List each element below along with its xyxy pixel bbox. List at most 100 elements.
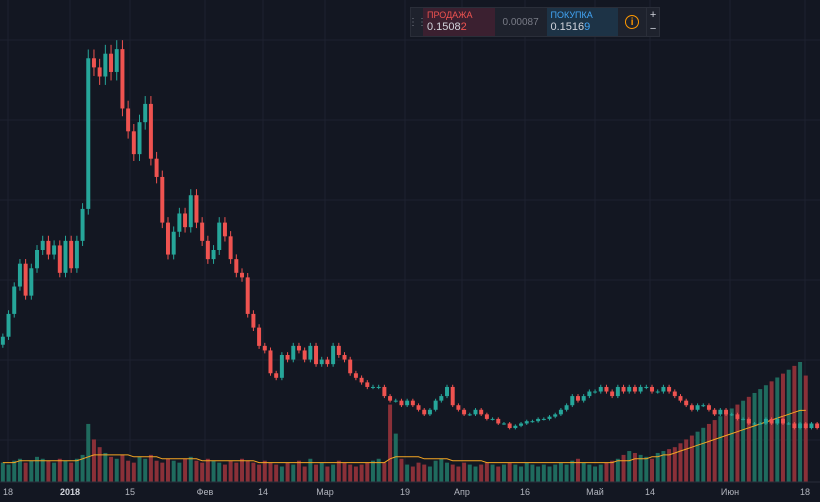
candle bbox=[211, 245, 216, 264]
x-tick-label: 16 bbox=[520, 487, 530, 497]
candle bbox=[69, 235, 74, 273]
candle bbox=[780, 417, 785, 425]
candle bbox=[302, 347, 307, 363]
volume-bar bbox=[684, 439, 689, 482]
candle bbox=[279, 352, 284, 381]
candle bbox=[701, 403, 706, 408]
candle-body bbox=[63, 240, 68, 273]
candle bbox=[621, 384, 626, 394]
candle bbox=[752, 422, 757, 425]
volume-bar bbox=[109, 456, 114, 482]
candle bbox=[479, 408, 484, 416]
volume-bar bbox=[627, 451, 632, 482]
candle bbox=[348, 356, 353, 376]
candle bbox=[194, 189, 199, 229]
candle-body bbox=[348, 359, 353, 374]
volume-bar bbox=[319, 462, 324, 482]
candle bbox=[91, 49, 96, 76]
volume-bar bbox=[103, 452, 108, 482]
candle bbox=[63, 235, 68, 278]
candle-body bbox=[160, 176, 165, 223]
candle-body bbox=[496, 418, 501, 424]
candle-body bbox=[667, 386, 672, 392]
candle-body bbox=[735, 414, 740, 419]
volume-bar bbox=[433, 460, 438, 482]
volume-bar bbox=[638, 454, 643, 482]
candle bbox=[718, 408, 723, 416]
volume-bar bbox=[6, 464, 11, 482]
candle bbox=[684, 398, 689, 408]
volume-bar bbox=[604, 462, 609, 482]
info-button[interactable]: i bbox=[618, 8, 646, 36]
volume-bar bbox=[798, 362, 803, 482]
candle bbox=[604, 384, 609, 394]
volume-bar bbox=[63, 460, 68, 482]
volume-bar bbox=[775, 377, 780, 482]
candle bbox=[513, 424, 518, 430]
candle bbox=[274, 370, 279, 381]
candle bbox=[644, 384, 649, 390]
candle-body bbox=[422, 409, 427, 415]
candle bbox=[741, 417, 746, 421]
candle bbox=[353, 370, 358, 381]
candle bbox=[575, 394, 580, 403]
candle bbox=[160, 170, 165, 229]
volume-bar bbox=[610, 460, 615, 482]
candle-body bbox=[524, 421, 529, 424]
candle-body bbox=[684, 400, 689, 406]
candle-body bbox=[615, 386, 620, 397]
candle-body bbox=[650, 386, 655, 392]
candle-body bbox=[342, 355, 347, 360]
volume-bar bbox=[23, 462, 28, 482]
candle bbox=[695, 403, 700, 412]
candle bbox=[735, 412, 740, 421]
candle-body bbox=[274, 373, 279, 378]
drag-handle-icon[interactable]: ⋮⋮ bbox=[408, 16, 427, 28]
volume-bar bbox=[422, 464, 427, 482]
candle-body bbox=[536, 418, 541, 422]
candle bbox=[610, 389, 615, 399]
candle-body bbox=[262, 345, 267, 351]
candle bbox=[342, 352, 347, 363]
candle bbox=[746, 417, 751, 425]
candle bbox=[439, 394, 444, 403]
buy-button[interactable]: ПОКУПКА 0.15169 bbox=[546, 8, 619, 36]
candle bbox=[183, 207, 188, 233]
volume-bar bbox=[490, 464, 495, 482]
volume-bar bbox=[222, 464, 227, 482]
candle-body bbox=[724, 409, 729, 415]
volume-bar bbox=[416, 462, 421, 482]
volume-bar bbox=[126, 460, 131, 482]
candle bbox=[200, 217, 205, 246]
sell-button[interactable]: ПРОДАЖА 0.15082 bbox=[423, 8, 495, 36]
volume-bar bbox=[74, 458, 79, 482]
candle bbox=[240, 268, 245, 282]
volume-bar bbox=[769, 381, 774, 482]
plus-button[interactable]: + bbox=[649, 8, 657, 21]
volume-bar bbox=[524, 462, 529, 482]
volume-bar bbox=[741, 400, 746, 482]
candle bbox=[496, 417, 501, 425]
candle-body bbox=[598, 386, 603, 392]
candle bbox=[120, 40, 125, 117]
minus-button[interactable]: − bbox=[649, 22, 657, 35]
candle-body bbox=[245, 277, 250, 314]
volume-bar bbox=[91, 439, 96, 482]
candle bbox=[325, 356, 330, 367]
candle bbox=[405, 398, 410, 408]
candle-body bbox=[12, 286, 17, 314]
candle-body bbox=[450, 386, 455, 406]
candle-body bbox=[222, 222, 227, 237]
volume-bar bbox=[450, 464, 455, 482]
candle bbox=[137, 114, 142, 161]
candle bbox=[422, 408, 427, 416]
volume-bar bbox=[553, 464, 558, 482]
volume-bar bbox=[69, 462, 74, 482]
candle bbox=[456, 403, 461, 412]
volume-bar bbox=[513, 464, 518, 482]
volume-bar bbox=[131, 462, 136, 482]
volume-bar bbox=[547, 466, 552, 482]
volume-bar bbox=[718, 416, 723, 482]
candle bbox=[536, 417, 541, 423]
